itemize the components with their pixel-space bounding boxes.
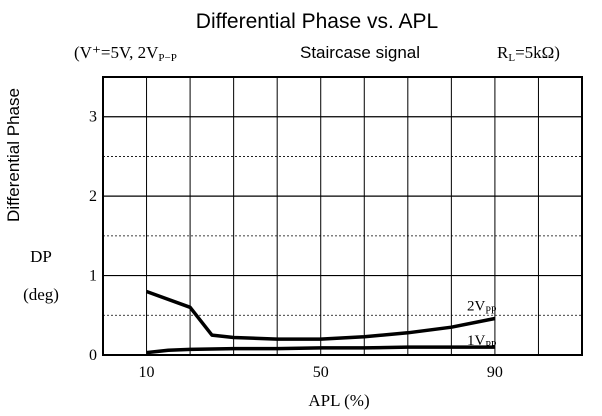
- grid: [102, 76, 583, 356]
- subtitle-conditions: (V⁺=5V, 2VP−P: [74, 43, 177, 64]
- y-axis-label-symbol: DP: [30, 247, 52, 266]
- y-axis-label-top: Differential Phase: [4, 88, 23, 222]
- series-label-0: 2VPP: [467, 298, 497, 316]
- plot-frame: [102, 76, 583, 356]
- tick-labels: 10 50 90 0 1 2 3: [89, 109, 503, 381]
- y-tick-label: 2: [89, 188, 97, 205]
- subtitle-signal: Staircase signal: [300, 43, 420, 62]
- y-tick-label: 1: [89, 268, 97, 285]
- y-axis-label-unit: (deg): [23, 285, 59, 304]
- x-tick-label: 10: [139, 364, 155, 381]
- series-line-1: [146, 345, 495, 355]
- series-label-1: 1VPP: [467, 333, 497, 351]
- y-tick-label: 3: [89, 109, 97, 126]
- y-tick-label: 0: [89, 347, 97, 364]
- series-line-0: [145, 289, 496, 341]
- series-lines: [145, 289, 496, 355]
- subtitle-load: RL=5kΩ): [497, 43, 560, 64]
- x-tick-label: 50: [313, 364, 329, 381]
- x-tick-label: 90: [487, 364, 503, 381]
- x-axis-label: APL (%): [308, 391, 369, 410]
- series-labels: 2VPP 1VPP: [467, 298, 497, 351]
- chart-title: Differential Phase vs. APL: [196, 10, 438, 33]
